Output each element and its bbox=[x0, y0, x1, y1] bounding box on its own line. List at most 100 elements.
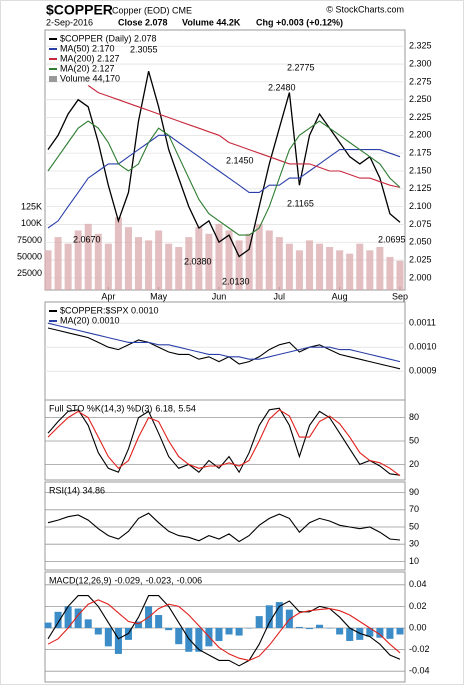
y2-tick-label: 125K bbox=[21, 202, 42, 212]
bar bbox=[396, 628, 404, 635]
bar bbox=[54, 237, 62, 290]
bar bbox=[295, 250, 303, 290]
price-annotation: 2.3055 bbox=[130, 44, 158, 54]
y-tick-label: 0.00 bbox=[409, 622, 427, 632]
bar bbox=[376, 628, 384, 638]
x-tick-label: Jun bbox=[212, 291, 227, 301]
price-annotation: 2.0380 bbox=[184, 256, 212, 266]
y-tick-label: 2.200 bbox=[409, 130, 432, 140]
y-tick-label: 2.325 bbox=[409, 41, 432, 51]
bar bbox=[195, 227, 203, 290]
bar bbox=[245, 628, 253, 629]
bar bbox=[44, 622, 52, 628]
series-line bbox=[47, 512, 401, 543]
bar bbox=[376, 247, 384, 290]
panel-frame bbox=[44, 301, 406, 401]
bar bbox=[356, 243, 364, 290]
x-tick-label: May bbox=[150, 291, 168, 301]
source: © StockCharts.com bbox=[326, 4, 404, 14]
bar bbox=[275, 602, 283, 628]
legend-label: $COPPER:$SPX 0.0010 bbox=[60, 305, 159, 315]
y-tick-label: 2.075 bbox=[409, 219, 432, 229]
price-annotation: 2.0670 bbox=[73, 234, 101, 244]
bar bbox=[44, 250, 52, 290]
price-annotation: 2.0130 bbox=[222, 276, 250, 286]
y-tick-label: 50 bbox=[409, 521, 419, 531]
x-tick-label: Jul bbox=[274, 291, 286, 301]
bar bbox=[134, 621, 143, 628]
panel-title: MACD(12,26,9) bbox=[49, 575, 112, 585]
legend-label: MA(200) 2.127 bbox=[60, 53, 120, 63]
price-annotation: 2.0695 bbox=[378, 234, 406, 244]
bar bbox=[74, 230, 82, 290]
series-line bbox=[47, 409, 401, 477]
y2-tick-label: 100K bbox=[21, 218, 42, 228]
x-tick-label: Aug bbox=[332, 291, 348, 301]
x-tick-label: Sep bbox=[392, 291, 408, 301]
bar bbox=[366, 250, 374, 290]
volume: Volume 44.2K bbox=[182, 17, 241, 27]
bar bbox=[195, 628, 203, 652]
bar bbox=[255, 616, 263, 628]
bar bbox=[64, 606, 72, 628]
price-annotation: 2.2480 bbox=[268, 82, 296, 92]
bar bbox=[255, 223, 263, 290]
close: Close 2.078 bbox=[118, 17, 168, 27]
y2-tick-label: 25000 bbox=[17, 268, 42, 278]
legend-value: -0.023, bbox=[146, 575, 174, 585]
x-tick-label: Apr bbox=[101, 291, 115, 301]
bar bbox=[165, 628, 173, 631]
change: Chg +0.003 (+0.12%) bbox=[256, 17, 343, 27]
bar bbox=[235, 240, 243, 290]
y-tick-label: 2.125 bbox=[409, 183, 432, 193]
bar bbox=[285, 243, 293, 290]
series-line bbox=[47, 134, 401, 229]
legend-value: -0.006 bbox=[177, 575, 203, 585]
bar bbox=[74, 608, 82, 628]
bar bbox=[295, 626, 303, 628]
bar bbox=[124, 227, 132, 290]
subtitle: Copper (EOD) CME bbox=[112, 5, 192, 15]
series-line bbox=[47, 322, 401, 363]
y-tick-label: 2.225 bbox=[409, 112, 432, 122]
y-tick-label: 2.150 bbox=[409, 165, 432, 175]
bar bbox=[104, 628, 112, 647]
price-annotation: 2.2775 bbox=[287, 62, 315, 72]
series-line bbox=[47, 327, 401, 370]
bar bbox=[94, 233, 102, 290]
bar bbox=[396, 260, 404, 290]
series-line bbox=[47, 71, 401, 258]
bar bbox=[54, 611, 62, 628]
bar bbox=[346, 253, 354, 290]
bar bbox=[175, 247, 183, 290]
y-tick-label: 2.250 bbox=[409, 94, 432, 104]
bar bbox=[114, 628, 122, 654]
y-tick-label: 70 bbox=[409, 504, 419, 514]
bar bbox=[165, 243, 173, 290]
bar bbox=[336, 250, 344, 290]
panel-frame bbox=[44, 399, 406, 481]
bar bbox=[305, 628, 314, 630]
series-line bbox=[47, 407, 401, 476]
series-line bbox=[47, 599, 401, 661]
y-tick-label: 80 bbox=[409, 412, 419, 422]
y-tick-label: 2.275 bbox=[409, 76, 432, 86]
y-tick-label: 2.000 bbox=[409, 272, 432, 282]
series-line bbox=[47, 595, 401, 667]
bar bbox=[155, 230, 163, 290]
bar bbox=[386, 628, 394, 639]
legend-swatch bbox=[49, 76, 57, 82]
bar bbox=[275, 237, 283, 290]
legend-label: MA(20) 2.127 bbox=[60, 63, 115, 73]
bar bbox=[215, 628, 223, 641]
bar bbox=[225, 628, 233, 635]
bar bbox=[225, 230, 233, 290]
y-tick-label: 0.0009 bbox=[409, 366, 437, 376]
bar bbox=[185, 628, 193, 652]
y-tick-label: 10 bbox=[409, 556, 419, 566]
bar bbox=[84, 223, 92, 290]
y-tick-label: 2.050 bbox=[409, 237, 432, 247]
bar bbox=[336, 628, 344, 635]
